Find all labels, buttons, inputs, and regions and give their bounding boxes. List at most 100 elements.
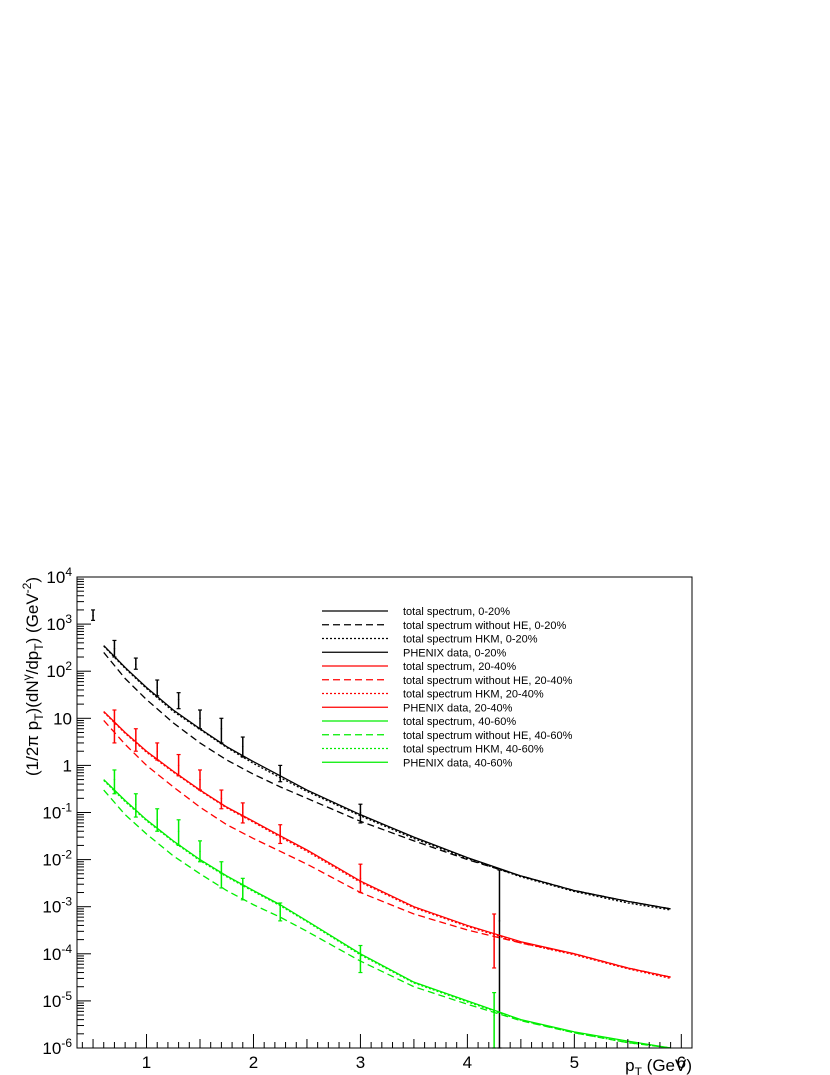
data-point	[359, 811, 362, 814]
legend-label: total spectrum HKM, 0-20%	[403, 634, 538, 646]
series-total-spectrum-0-20	[103, 645, 671, 910]
data-point	[359, 877, 362, 880]
legend-item-total-spectrum-hkm-0-20: total spectrum HKM, 0-20%	[322, 634, 538, 646]
legend-label: total spectrum, 40-60%	[403, 716, 516, 728]
data-point	[493, 938, 495, 941]
data-point	[220, 872, 223, 875]
y-tick-label: 10-1	[42, 801, 72, 823]
x-tick-label: 4	[463, 1053, 472, 1072]
data-point	[199, 778, 201, 781]
series-line	[103, 652, 671, 910]
series-line	[103, 711, 671, 980]
series-line	[103, 779, 671, 1049]
data-point	[199, 717, 201, 720]
legend-label: total spectrum without HE, 40-60%	[403, 730, 573, 742]
series-line	[103, 710, 671, 978]
data-point	[498, 920, 501, 922]
y-tick-label: 10-6	[42, 1036, 72, 1058]
y-tick-label: 1	[63, 756, 72, 775]
series-phenix-data-20-40	[112, 709, 497, 969]
x-tick-label: 3	[356, 1053, 365, 1072]
data-point	[241, 811, 244, 814]
series-phenix-data-0-20	[91, 609, 502, 1049]
legend-item-phenix-data-40-60: PHENIX data, 40-60%	[322, 757, 513, 769]
data-point	[177, 764, 180, 767]
legend-item-total-spectrum-without-he-0-20: total spectrum without HE, 0-20%	[322, 620, 566, 632]
legend-item-total-spectrum-hkm-20-40: total spectrum HKM, 20-40%	[322, 689, 544, 701]
legend-item-total-spectrum-20-40: total spectrum, 20-40%	[322, 661, 516, 673]
legend-label: total spectrum, 20-40%	[403, 661, 516, 673]
legend-item-total-spectrum-40-60: total spectrum, 40-60%	[322, 716, 516, 728]
data-point	[135, 738, 137, 741]
series-line	[103, 645, 671, 911]
legend: total spectrum, 0-20% total spectrum with…	[322, 606, 573, 769]
legend-item-total-spectrum-without-he-40-60: total spectrum without HE, 40-60%	[322, 730, 573, 742]
series-phenix-data-40-60	[112, 769, 497, 1049]
data-point	[92, 615, 94, 617]
legend-item-total-spectrum-0-20: total spectrum, 0-20%	[322, 606, 510, 618]
legend-item-phenix-data-0-20: PHENIX data, 0-20%	[322, 647, 507, 659]
x-axis-title: pT​ (GeV)	[625, 1056, 692, 1075]
data-point	[279, 910, 282, 913]
data-point	[493, 1014, 495, 1016]
series-line	[103, 645, 671, 910]
data-point	[359, 957, 362, 960]
data-point	[113, 722, 116, 724]
series-layer	[91, 609, 671, 1049]
series-total-spectrum-without-he-0-20	[103, 652, 671, 910]
legend-label: PHENIX data, 40-60%	[403, 757, 513, 769]
y-tick-label: 10-4	[42, 942, 72, 964]
plot-frame	[76, 576, 693, 1049]
data-point	[156, 818, 159, 821]
legend-item-total-spectrum-without-he-20-40: total spectrum without HE, 20-40%	[322, 675, 573, 687]
series-total-spectrum-without-he-20-40	[103, 720, 671, 978]
data-point	[113, 778, 116, 781]
data-point	[135, 803, 137, 806]
data-point	[279, 771, 282, 774]
y-axis-title: (1/2π pT​)(dNγ​/dpT​) (GeV-2​)	[20, 577, 46, 776]
x-tick-label: 2	[249, 1053, 258, 1072]
series-total-spectrum-hkm-20-40	[103, 711, 671, 980]
series-line	[103, 789, 671, 1049]
data-point	[220, 797, 223, 800]
legend-label: total spectrum without HE, 20-40%	[403, 675, 573, 687]
series-total-spectrum-20-40	[103, 710, 671, 978]
data-point	[156, 750, 159, 753]
data-point	[279, 833, 282, 835]
series-total-spectrum-hkm-0-20	[103, 645, 671, 911]
data-point	[241, 745, 244, 748]
data-point	[113, 647, 116, 650]
x-tick-label: 1	[142, 1053, 151, 1072]
y-tick-label: 102	[46, 659, 72, 681]
y-tick-label: 10-5	[42, 989, 72, 1011]
y-tick-label: 10-3	[42, 895, 72, 917]
data-point	[199, 850, 201, 853]
axes-layer: 1 2 3 4 5 6 10-6 10-5 10-4 10-3 10-2 10-1 1 10 102 103 1…	[42, 565, 686, 1072]
legend-label: PHENIX data, 20-40%	[403, 702, 513, 714]
data-point	[177, 698, 180, 701]
legend-item-total-spectrum-hkm-40-60: total spectrum HKM, 40-60%	[322, 744, 544, 756]
y-tick-label: 104	[46, 565, 72, 587]
x-tick-label: 5	[570, 1053, 579, 1072]
legend-label: total spectrum, 0-20%	[403, 606, 510, 618]
legend-label: PHENIX data, 0-20%	[403, 647, 507, 659]
legend-label: total spectrum HKM, 20-40%	[403, 689, 544, 701]
data-point	[220, 727, 223, 730]
y-tick-label: 103	[46, 612, 72, 634]
data-point	[156, 686, 159, 689]
legend-label: total spectrum without HE, 0-20%	[403, 620, 566, 632]
legend-label: total spectrum HKM, 40-60%	[403, 744, 544, 756]
series-total-spectrum-without-he-40-60	[103, 789, 671, 1049]
series-total-spectrum-hkm-40-60	[103, 779, 671, 1049]
series-total-spectrum-40-60	[103, 779, 671, 1049]
x-tick-label: 6	[677, 1053, 686, 1072]
y-tick-label: 10	[53, 709, 72, 728]
data-point	[135, 663, 137, 666]
series-line	[103, 779, 671, 1049]
data-point	[241, 887, 244, 889]
data-point	[177, 830, 180, 833]
y-tick-label: 10-2	[42, 848, 72, 870]
legend-item-phenix-data-20-40: PHENIX data, 20-40%	[322, 702, 513, 714]
series-line	[103, 720, 671, 978]
